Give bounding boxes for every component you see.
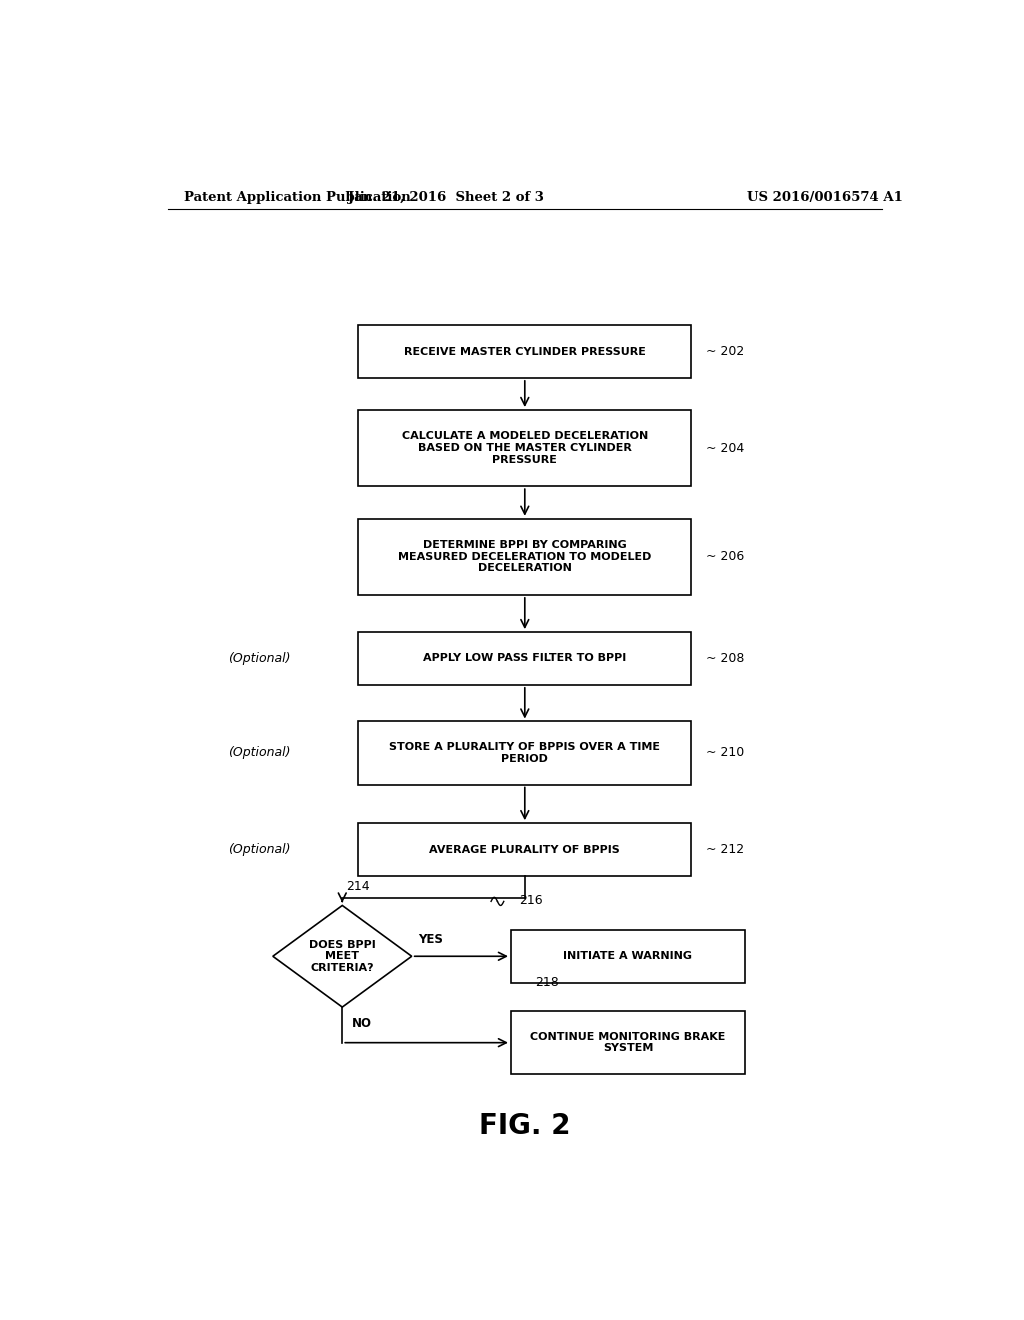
Text: Jan. 21, 2016  Sheet 2 of 3: Jan. 21, 2016 Sheet 2 of 3: [347, 191, 544, 205]
Text: APPLY LOW PASS FILTER TO BPPI: APPLY LOW PASS FILTER TO BPPI: [423, 653, 627, 664]
Text: 214: 214: [346, 880, 370, 894]
Bar: [511, 1011, 745, 1074]
Bar: [511, 929, 745, 982]
Text: CALCULATE A MODELED DECELERATION
BASED ON THE MASTER CYLINDER
PRESSURE: CALCULATE A MODELED DECELERATION BASED O…: [401, 432, 648, 465]
Text: ~ 202: ~ 202: [706, 345, 744, 358]
Text: FIG. 2: FIG. 2: [479, 1111, 570, 1140]
Text: AVERAGE PLURALITY OF BPPIS: AVERAGE PLURALITY OF BPPIS: [429, 845, 621, 854]
Text: (Optional): (Optional): [227, 652, 290, 665]
Text: US 2016/0016574 A1: US 2016/0016574 A1: [748, 191, 903, 205]
Bar: [358, 632, 691, 685]
Text: CONTINUE MONITORING BRAKE
SYSTEM: CONTINUE MONITORING BRAKE SYSTEM: [530, 1032, 726, 1053]
Text: (Optional): (Optional): [227, 843, 290, 857]
Text: NO: NO: [352, 1018, 372, 1030]
Text: ~ 204: ~ 204: [706, 442, 744, 454]
Bar: [358, 722, 691, 784]
Text: YES: YES: [418, 933, 443, 946]
Text: 218: 218: [535, 975, 558, 989]
Bar: [358, 411, 691, 486]
Bar: [358, 325, 691, 378]
Text: ~ 210: ~ 210: [706, 747, 744, 759]
Text: DETERMINE BPPI BY COMPARING
MEASURED DECELERATION TO MODELED
DECELERATION: DETERMINE BPPI BY COMPARING MEASURED DEC…: [398, 540, 651, 573]
Text: ~ 208: ~ 208: [706, 652, 744, 665]
Text: ~ 212: ~ 212: [706, 843, 743, 857]
Text: (Optional): (Optional): [227, 747, 290, 759]
Text: ~ 206: ~ 206: [706, 550, 744, 564]
Text: RECEIVE MASTER CYLINDER PRESSURE: RECEIVE MASTER CYLINDER PRESSURE: [403, 347, 646, 356]
Text: Patent Application Publication: Patent Application Publication: [183, 191, 411, 205]
Bar: [358, 824, 691, 876]
Text: INITIATE A WARNING: INITIATE A WARNING: [563, 952, 692, 961]
Text: 216: 216: [519, 895, 543, 907]
Bar: [358, 519, 691, 595]
Text: DOES BPPI
MEET
CRITERIA?: DOES BPPI MEET CRITERIA?: [309, 940, 376, 973]
Polygon shape: [272, 906, 412, 1007]
Text: STORE A PLURALITY OF BPPIS OVER A TIME
PERIOD: STORE A PLURALITY OF BPPIS OVER A TIME P…: [389, 742, 660, 764]
